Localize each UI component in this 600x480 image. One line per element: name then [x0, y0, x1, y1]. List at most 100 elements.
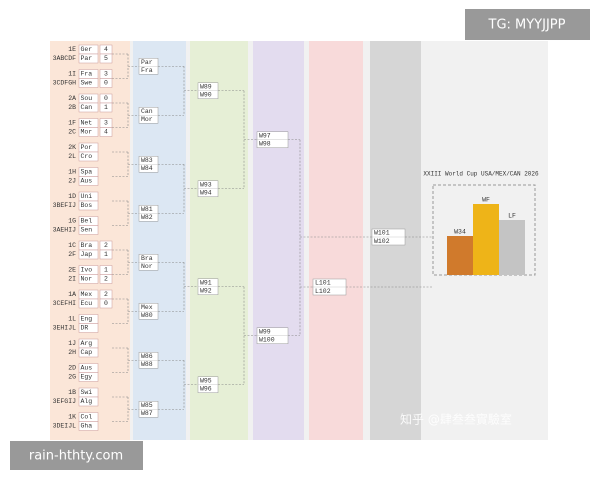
team-name: Bra [81, 242, 93, 249]
team-name: Spa [81, 169, 93, 176]
podium-winner-bar [473, 204, 499, 275]
round-of-16-team: W84 [141, 165, 153, 172]
third-place-team: L102 [315, 288, 331, 295]
semifinal-team: W99 [259, 328, 271, 335]
quarterfinal-team: W95 [200, 377, 212, 384]
score: 4 [104, 129, 108, 136]
column-round-of-16 [133, 41, 186, 440]
seed: 2K [68, 144, 76, 151]
seed: 2J [68, 178, 76, 185]
team-name: Col [81, 414, 93, 421]
round-of-16-team: W83 [141, 157, 153, 164]
round-of-16-team: Bra [141, 255, 153, 262]
team-box [78, 274, 99, 284]
podium-third-label: W34 [454, 229, 466, 236]
seed: 2H [68, 349, 76, 356]
seed: 1I [68, 71, 76, 78]
bracket-lines [112, 53, 433, 422]
score: 2 [104, 291, 108, 298]
quarterfinal-team: W96 [200, 386, 212, 393]
score-box [99, 249, 113, 260]
column-semifinals [253, 41, 304, 440]
team-box [78, 298, 99, 309]
score-box [99, 127, 113, 137]
quarterfinal-team: W93 [200, 181, 212, 188]
seed: 2B [68, 104, 76, 111]
bottom-left-badge [10, 441, 143, 470]
seed: 2F [68, 251, 76, 258]
seed: 1B [68, 389, 76, 396]
score: 1 [104, 251, 108, 258]
team-box [78, 249, 99, 260]
team-box [78, 225, 99, 235]
round-of-16-team: Mex [141, 304, 153, 311]
seed: 1L [68, 316, 76, 323]
team-name: Eng [81, 316, 93, 323]
team-box [78, 151, 99, 162]
team-box [78, 127, 99, 137]
score: 4 [104, 46, 108, 53]
column-third-place [309, 41, 363, 440]
score: 2 [104, 276, 108, 283]
team-name: Alg [81, 398, 93, 405]
score-box [99, 78, 113, 88]
seed: 2D [68, 365, 76, 372]
team-name: Aus [81, 365, 93, 372]
quarterfinal-team: W90 [200, 92, 212, 99]
seed: 3EFGIJ [53, 398, 77, 405]
seed: 1K [68, 414, 76, 421]
team-name: Cro [81, 153, 93, 160]
team-box [78, 176, 99, 186]
team-name: Mex [81, 291, 93, 298]
team-name: Cap [81, 349, 93, 356]
seed: 2E [68, 267, 76, 274]
team-name: Arg [81, 340, 93, 347]
round-of-16-team: Par [141, 59, 153, 66]
quarterfinal-team: W94 [200, 190, 212, 197]
round-of-16-team: W87 [141, 410, 153, 417]
team-name: Ger [81, 46, 93, 53]
seed: 3BEFIJ [53, 202, 77, 209]
score: 1 [104, 267, 108, 274]
podium-runner-up-bar [499, 220, 525, 275]
round-of-16-team: W82 [141, 214, 153, 221]
seed: 1H [68, 169, 76, 176]
semifinal-team: W98 [259, 141, 271, 148]
round-of-16-team: W88 [141, 361, 153, 368]
quarterfinal-team: W89 [200, 83, 212, 90]
quarterfinal-team: W92 [200, 288, 212, 295]
team-name: Bel [81, 218, 93, 225]
podium-title: XXIII World Cup USA/MEX/CAN 2026 [423, 171, 539, 178]
team-name: Uni [81, 193, 93, 200]
team-name: Egy [81, 374, 93, 381]
team-box [78, 323, 99, 333]
seed: 3CDFGH [53, 80, 77, 87]
team-name: DR [81, 325, 89, 332]
source-watermark: 知乎 @肆叁叁實驗室 [400, 412, 512, 427]
seed: 3CEFHI [53, 300, 77, 307]
score: 3 [104, 71, 108, 78]
seed: 2G [68, 374, 76, 381]
team-box [78, 102, 99, 113]
seed: 1E [68, 46, 76, 53]
seed: 1A [68, 291, 76, 298]
team-name: Por [81, 144, 93, 151]
seed: 1C [68, 242, 76, 249]
round-of-16-team: W85 [141, 402, 153, 409]
team-name: Sou [81, 95, 93, 102]
seed: 1F [68, 120, 76, 127]
score-box [99, 102, 113, 113]
team-box [78, 347, 99, 358]
team-name: Net [81, 120, 93, 127]
round-of-16-team: Fra [141, 67, 153, 74]
score: 0 [104, 80, 108, 87]
seed: 1G [68, 218, 76, 225]
round-of-16-team: W86 [141, 353, 153, 360]
team-box [78, 421, 99, 431]
team-name: Nor [81, 276, 93, 283]
seed: 1J [68, 340, 76, 347]
podium-third-bar [447, 236, 473, 275]
score: 0 [104, 95, 108, 102]
